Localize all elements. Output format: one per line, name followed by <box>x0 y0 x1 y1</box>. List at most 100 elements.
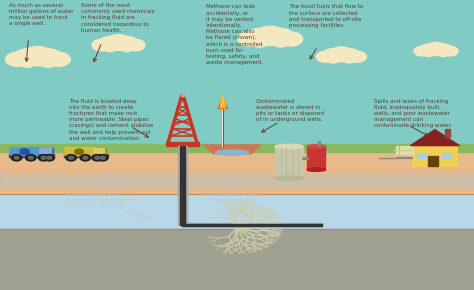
Text: Contaminated
wastewater is stored in
pits or tanks or disposed
of in underground: Contaminated wastewater is stored in pit… <box>256 99 324 122</box>
Text: The fossil fuels that flow to
the surface are collected
and transported to off-s: The fossil fuels that flow to the surfac… <box>289 4 364 28</box>
Text: Methane can leak
accidentally, or
it may be vented
intentionally.
Methane can al: Methane can leak accidentally, or it may… <box>206 4 264 65</box>
Bar <box>303 157 307 159</box>
Text: Fractures in the
rock allow oil or gas
to flow to the well.: Fractures in the rock allow oil or gas t… <box>204 186 259 203</box>
Circle shape <box>20 149 29 155</box>
Circle shape <box>75 149 83 154</box>
Circle shape <box>437 49 449 57</box>
Circle shape <box>426 42 447 55</box>
Bar <box>396 146 398 154</box>
Ellipse shape <box>307 168 325 171</box>
Circle shape <box>14 49 41 65</box>
Circle shape <box>95 156 100 159</box>
Bar <box>411 146 413 154</box>
Bar <box>0 194 474 229</box>
Circle shape <box>106 35 131 50</box>
Circle shape <box>47 52 70 66</box>
Bar <box>445 129 450 137</box>
Bar <box>412 146 457 166</box>
Circle shape <box>414 46 429 56</box>
Circle shape <box>434 44 452 55</box>
Bar <box>182 223 322 226</box>
Circle shape <box>66 155 76 161</box>
Circle shape <box>35 49 62 65</box>
Circle shape <box>92 39 111 51</box>
Circle shape <box>69 156 73 159</box>
Circle shape <box>83 156 88 159</box>
Circle shape <box>250 35 269 47</box>
Circle shape <box>119 42 135 52</box>
Bar <box>166 142 199 146</box>
Text: Some of the most
commonly used chemicals
in fracking fluid are
considered hazard: Some of the most commonly used chemicals… <box>81 3 154 33</box>
Circle shape <box>38 155 49 161</box>
Circle shape <box>26 155 36 161</box>
Circle shape <box>267 28 294 45</box>
Circle shape <box>99 37 121 50</box>
Bar <box>428 156 438 166</box>
Polygon shape <box>410 130 459 146</box>
Bar <box>407 146 410 154</box>
FancyBboxPatch shape <box>10 148 42 156</box>
Circle shape <box>420 44 438 55</box>
Circle shape <box>102 42 118 52</box>
Circle shape <box>39 56 58 67</box>
Circle shape <box>323 49 344 61</box>
Circle shape <box>238 32 261 46</box>
Polygon shape <box>218 97 228 109</box>
Circle shape <box>280 32 302 46</box>
Bar <box>182 224 322 226</box>
Bar <box>181 93 184 96</box>
Circle shape <box>100 156 105 159</box>
Bar <box>403 146 406 154</box>
Bar <box>39 148 51 153</box>
Bar <box>0 229 474 290</box>
Circle shape <box>126 39 145 51</box>
Text: The fluid is blasted deep
into the earth to create
fractures that make rock
more: The fluid is blasted deep into the earth… <box>69 99 153 141</box>
Circle shape <box>326 54 340 63</box>
Circle shape <box>14 156 19 159</box>
Circle shape <box>255 26 286 46</box>
Text: Spills and leaks of fracking
fluid, inadequately built
wells, and poor wastewate: Spills and leaks of fracking fluid, inad… <box>374 99 453 128</box>
Circle shape <box>246 28 273 45</box>
Bar <box>178 146 187 225</box>
Circle shape <box>423 49 436 57</box>
Circle shape <box>92 155 102 161</box>
Bar <box>0 144 474 152</box>
Ellipse shape <box>275 176 303 181</box>
Circle shape <box>44 155 55 161</box>
Bar <box>318 141 320 146</box>
Bar <box>275 146 303 178</box>
Ellipse shape <box>307 145 325 148</box>
Polygon shape <box>204 145 261 154</box>
Circle shape <box>47 156 52 159</box>
Circle shape <box>442 46 458 56</box>
Bar <box>9 154 54 157</box>
Circle shape <box>6 52 28 66</box>
Text: As much as several
million gallons of water
may be used to frack
a single well.: As much as several million gallons of wa… <box>9 3 73 26</box>
Circle shape <box>329 47 353 62</box>
Bar <box>400 146 402 154</box>
Bar <box>442 153 451 158</box>
Bar <box>64 154 108 157</box>
Circle shape <box>98 155 108 161</box>
Circle shape <box>339 49 360 61</box>
Bar <box>307 146 325 170</box>
Circle shape <box>11 155 22 161</box>
Polygon shape <box>220 94 225 107</box>
Bar <box>93 148 106 157</box>
Bar <box>0 145 474 194</box>
Bar <box>180 146 185 225</box>
Circle shape <box>18 56 37 67</box>
Text: Horizontal drilling
is often paired with
fracking to contact more
of the rock fo: Horizontal drilling is often paired with… <box>66 186 135 209</box>
Bar <box>417 153 426 158</box>
Bar <box>93 148 104 153</box>
Circle shape <box>22 47 54 66</box>
Ellipse shape <box>216 150 249 155</box>
Circle shape <box>28 156 33 159</box>
Circle shape <box>80 155 91 161</box>
Circle shape <box>316 51 334 62</box>
Circle shape <box>271 35 290 47</box>
Circle shape <box>41 156 46 159</box>
Circle shape <box>116 37 138 50</box>
Bar <box>0 174 474 187</box>
Ellipse shape <box>275 144 303 149</box>
